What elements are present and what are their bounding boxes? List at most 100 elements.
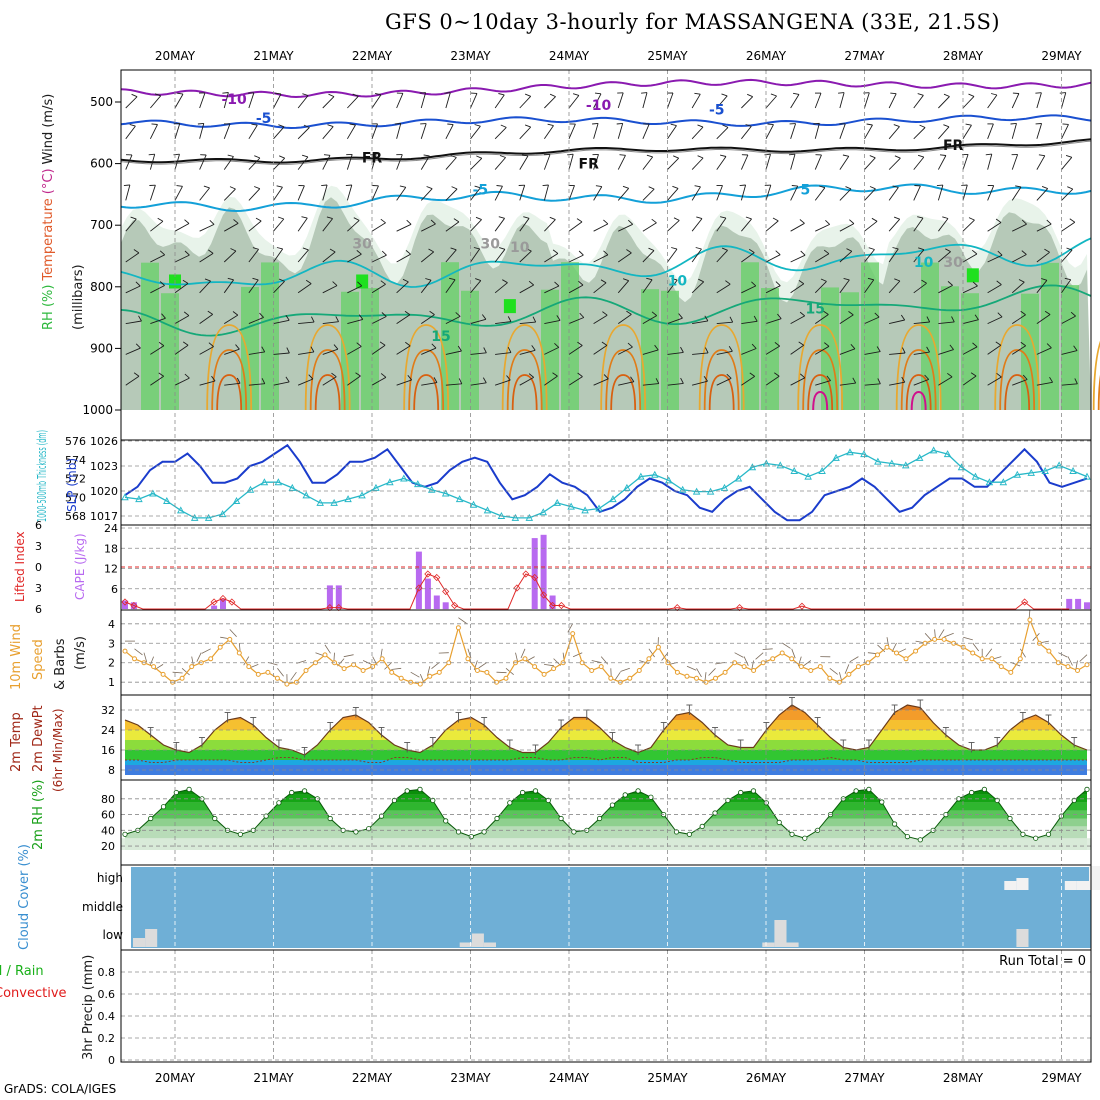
wind-barb-flag <box>595 185 602 188</box>
wind-barb-flag <box>279 155 285 159</box>
rh-marker <box>481 829 487 835</box>
wind-barb-flag <box>406 219 412 225</box>
wind-barb-flag <box>788 153 796 156</box>
rh-marker <box>1007 815 1013 822</box>
wind-barb-flag <box>622 185 629 189</box>
wind-barb <box>125 154 133 170</box>
wind-barb-flag <box>554 281 560 287</box>
wind-barb-flag <box>159 250 165 256</box>
wind-barb <box>839 123 846 139</box>
wind-barb <box>790 377 806 386</box>
wind-barb-10m <box>938 629 945 639</box>
wind-barb-flag <box>630 376 635 382</box>
wind-barb-flag <box>947 281 953 286</box>
wind-barb <box>618 381 634 386</box>
wind-barb-flag <box>602 311 608 316</box>
wind-barb <box>1036 188 1049 201</box>
wind-barb-flag <box>197 122 204 125</box>
wind-barb-flag <box>972 342 978 348</box>
wind-barb-flag <box>321 184 328 187</box>
wind-barb-flag <box>850 344 856 350</box>
wind-barb-10m <box>343 654 354 658</box>
wind-barb-flag <box>646 154 653 158</box>
wind-barb-flag <box>305 279 312 284</box>
slp-line <box>124 443 1088 522</box>
wind-barb <box>420 314 435 324</box>
rh-marker <box>353 829 359 835</box>
cape-bar <box>1084 602 1090 610</box>
wind-barb <box>667 248 678 263</box>
wind-barb <box>617 252 632 263</box>
rh-marker <box>366 826 372 832</box>
li-line <box>124 573 1070 610</box>
wind-barb <box>519 95 532 109</box>
wind-barb-flag <box>332 281 338 286</box>
wind-barb <box>199 123 205 139</box>
wind-barb-flag <box>130 216 137 220</box>
contour-label: 30 <box>352 237 372 253</box>
li-marker <box>219 594 227 603</box>
wind-barb-flag <box>394 122 401 125</box>
wind-marker <box>122 648 128 654</box>
wind-marker <box>713 675 718 681</box>
wind-barb <box>642 92 648 109</box>
wind-barb <box>519 377 534 386</box>
wind-barb-flag <box>254 155 261 159</box>
rh-marker <box>609 802 616 808</box>
wind-marker <box>655 644 661 650</box>
wind-barb-flag <box>329 248 336 253</box>
wind-barb-flag <box>996 372 1002 378</box>
contour-label: 30 <box>943 255 963 271</box>
thickness-marker <box>734 474 743 482</box>
wind-barb-flag <box>603 374 609 380</box>
wind-barb <box>593 154 599 170</box>
cloud-level-label: high <box>97 871 123 885</box>
minmax-ylabel: (6hr Min/Max) <box>51 709 65 793</box>
rh-bright-patch <box>966 268 979 283</box>
wind-barb-flag <box>528 280 534 286</box>
wind-barb-flag <box>918 247 925 251</box>
wind-barb-flag <box>725 280 731 285</box>
wind-barb-10m <box>410 671 420 678</box>
wind-barb <box>938 349 954 355</box>
rh-marker <box>468 833 474 840</box>
wind-barb <box>396 281 409 294</box>
wind-barb-flag <box>380 280 386 285</box>
wind-barb-flag <box>793 92 800 95</box>
wind-barb-10m <box>1032 633 1040 641</box>
wind-marker <box>484 669 490 675</box>
wind-tick-label: 3 <box>108 637 115 650</box>
chart-title: GFS 0~10day 3-hourly for MASSANGENA (33E… <box>385 10 1001 34</box>
wind-barb <box>297 156 309 170</box>
contour-label: 10 <box>668 274 688 290</box>
high-cloud-bar <box>1064 881 1077 890</box>
wind-barb-flag <box>572 93 580 96</box>
wind-barb <box>568 154 574 170</box>
wind-barb-flag <box>874 312 880 318</box>
wind-barb <box>125 347 141 355</box>
wind-barb <box>716 217 727 232</box>
wind-marker <box>941 636 947 642</box>
thickness-marker <box>232 497 241 504</box>
temp-band <box>125 730 1087 740</box>
rh-marker <box>160 804 167 810</box>
wind-barb <box>396 379 412 386</box>
wind-barb <box>741 320 758 325</box>
wind-barb <box>495 352 512 355</box>
cloud-background <box>131 867 1091 948</box>
wind-marker <box>1017 656 1023 662</box>
wind-barb-flag <box>1049 376 1053 383</box>
wind-barb-10m <box>648 648 655 658</box>
low-cloud-bar <box>459 942 472 947</box>
wind-barb-flag <box>1073 345 1078 351</box>
wind-barb-flag <box>131 93 138 98</box>
wind-barb <box>371 94 382 109</box>
rh-band <box>125 838 1087 850</box>
wind-barb-flag <box>626 249 632 254</box>
wind-barb-flag <box>405 341 411 347</box>
wind-barb-flag <box>704 347 709 354</box>
wind-barb <box>839 156 850 170</box>
wind-barb-flag <box>177 92 184 95</box>
wind-barb-flag <box>151 123 158 125</box>
wind-barb <box>346 184 353 201</box>
